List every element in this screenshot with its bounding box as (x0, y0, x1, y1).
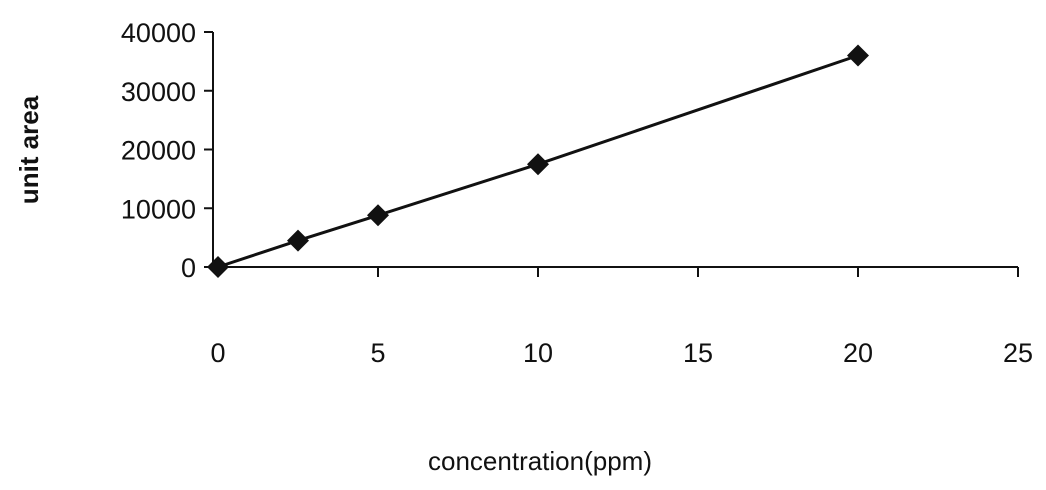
chart: concentration(ppm) unit area 0 10000 20000… (0, 0, 1046, 490)
data-point (207, 256, 229, 278)
x-tick-label: 15 (683, 338, 713, 368)
x-tick-label: 0 (210, 338, 225, 368)
data-point (367, 204, 389, 226)
data-point (847, 45, 869, 67)
y-tick-label: 0 (181, 253, 196, 283)
y-tick-label: 40000 (121, 18, 196, 48)
data-point (287, 230, 309, 252)
y-tick-label: 20000 (121, 136, 196, 166)
x-tick-label: 25 (1003, 338, 1033, 368)
data-point (527, 153, 549, 175)
x-tick-label: 10 (523, 338, 553, 368)
x-tick-label: 20 (843, 338, 873, 368)
y-tick-label: 10000 (121, 194, 196, 224)
x-tick-label: 5 (370, 338, 385, 368)
y-axis-label: unit area (14, 95, 44, 204)
x-axis-label: concentration(ppm) (428, 446, 652, 476)
page: concentration(ppm) unit area 0 10000 20000… (0, 0, 1046, 490)
y-tick-label: 30000 (121, 77, 196, 107)
